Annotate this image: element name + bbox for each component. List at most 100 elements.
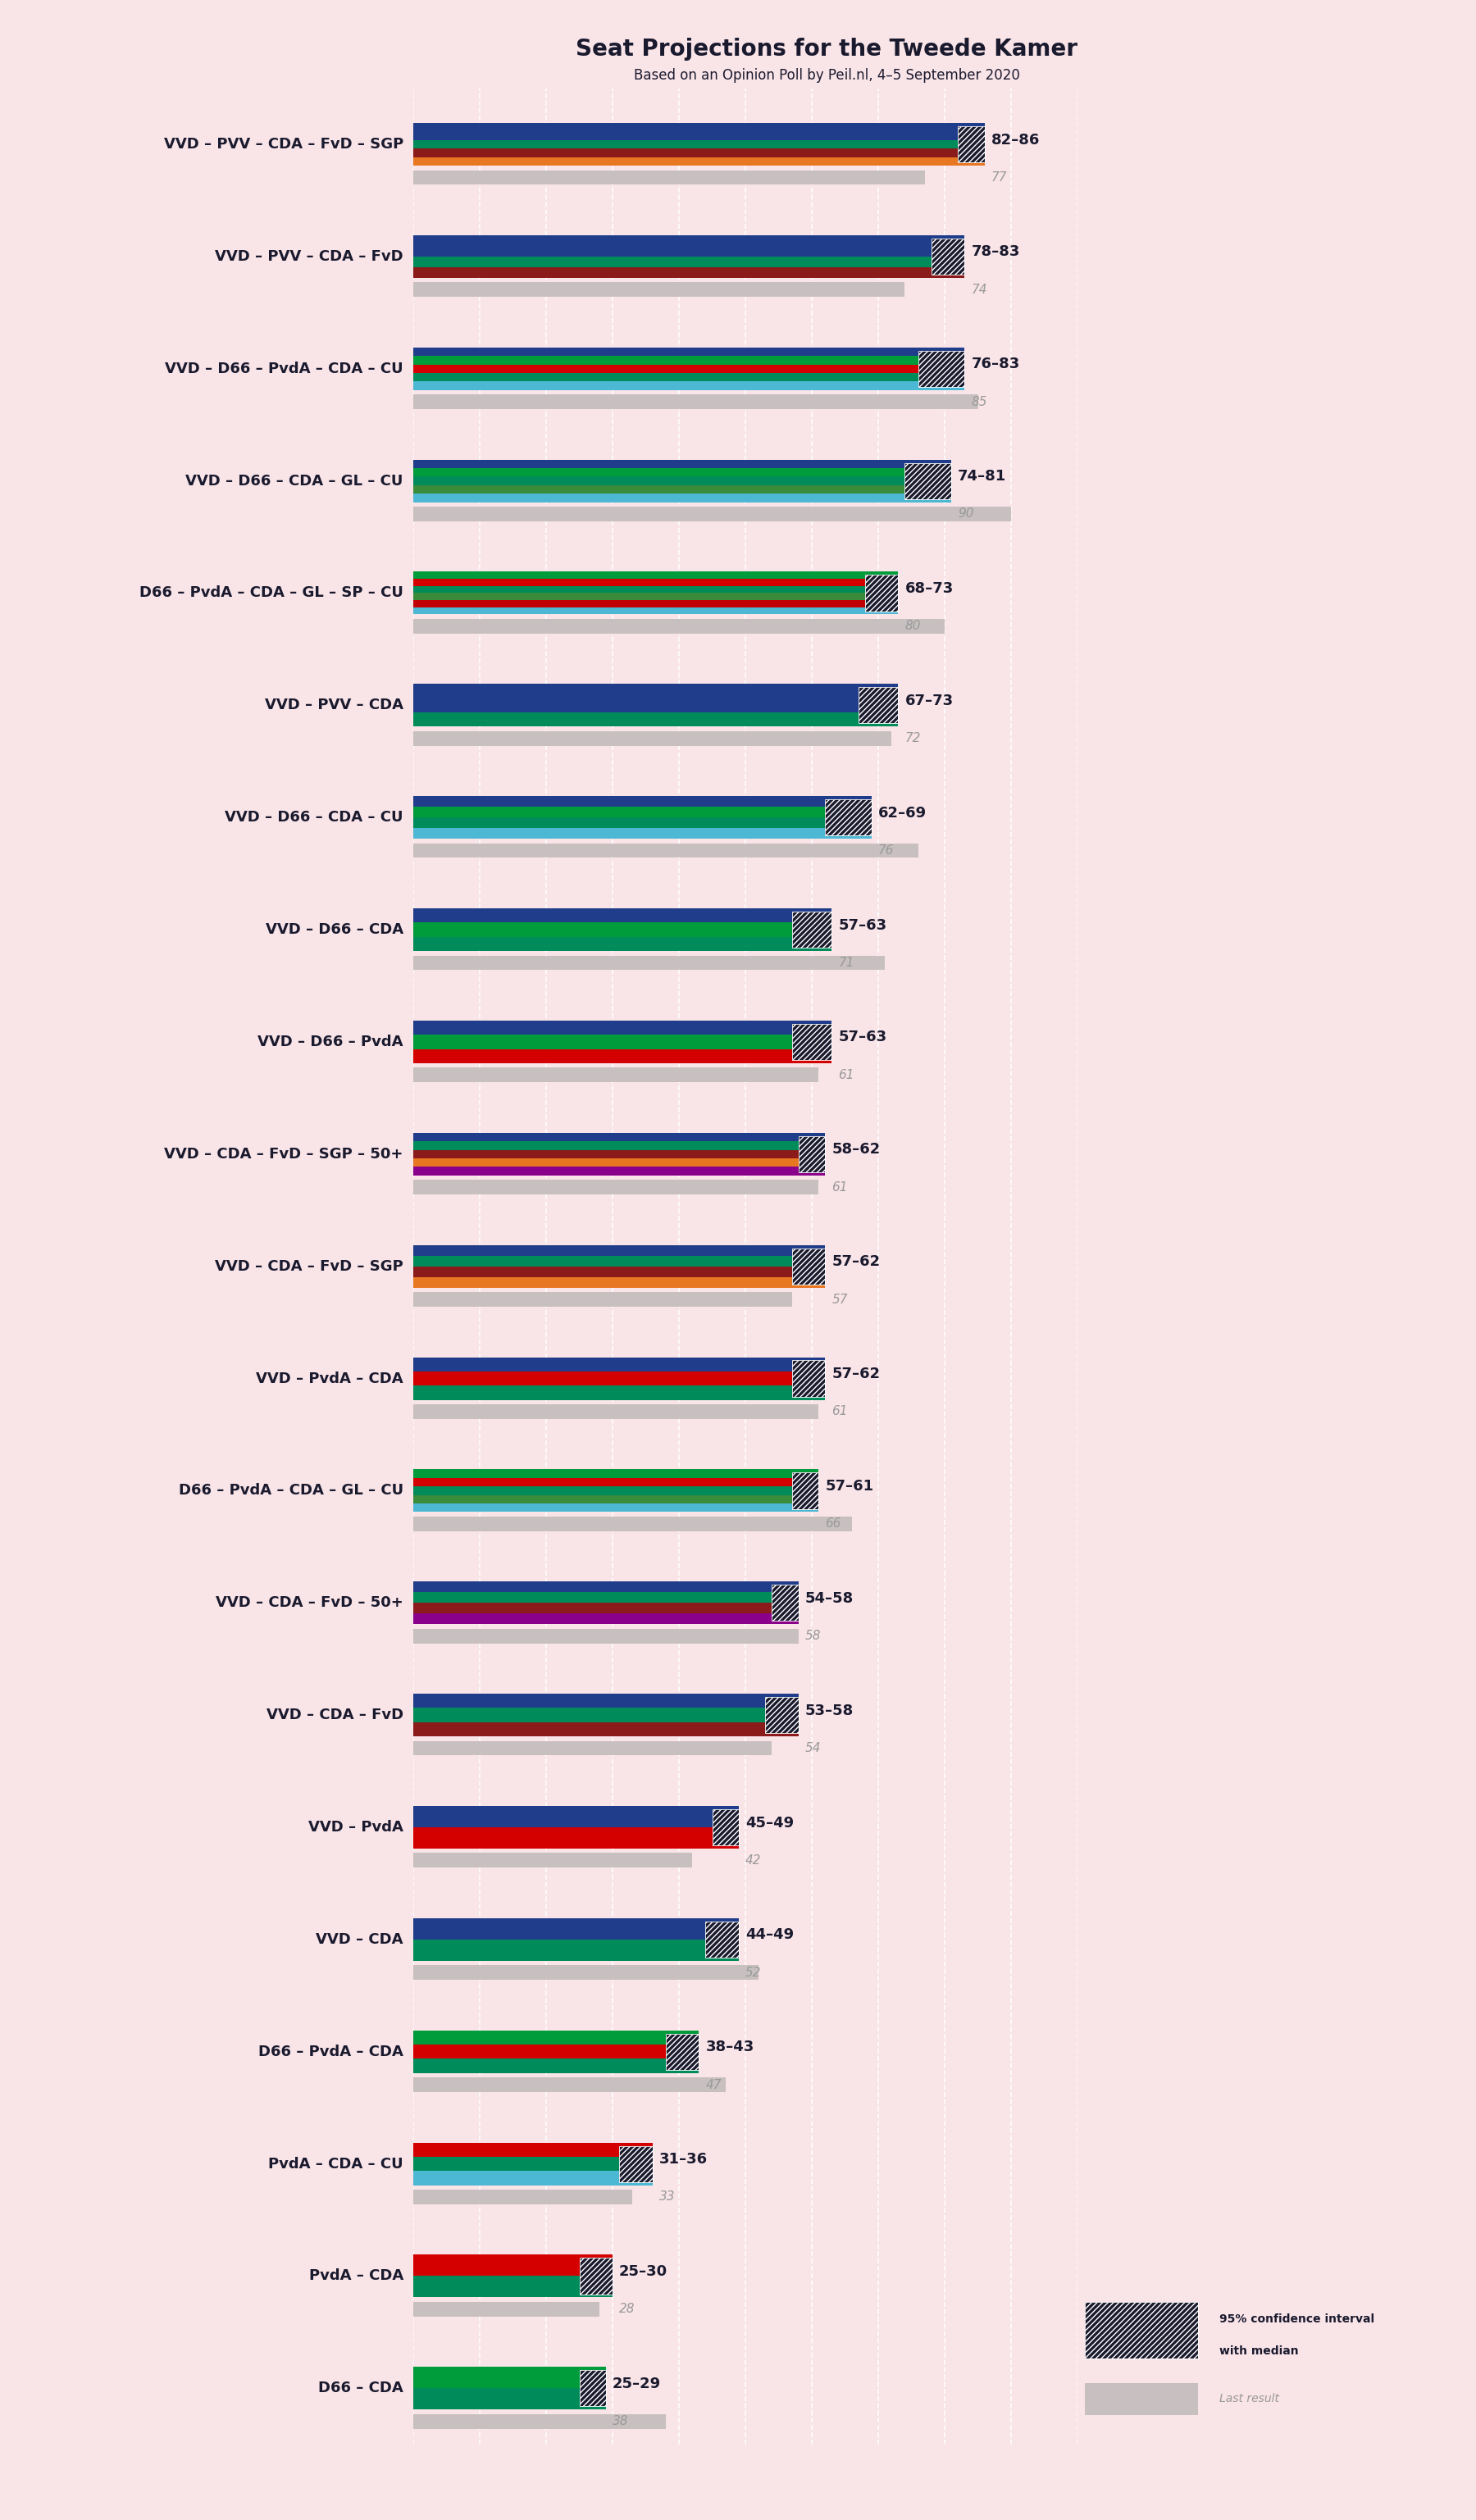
Bar: [413, 1358, 825, 1371]
Bar: [791, 1361, 825, 1396]
Bar: [791, 912, 832, 948]
Text: 71: 71: [838, 958, 855, 970]
Bar: [859, 688, 897, 723]
Text: VVD – CDA – FvD – 50+: VVD – CDA – FvD – 50+: [215, 1595, 403, 1610]
Text: D66 – PvdA – CDA – GL – CU: D66 – PvdA – CDA – GL – CU: [179, 1484, 403, 1497]
Text: 57–61: 57–61: [825, 1479, 874, 1494]
Bar: [413, 1827, 739, 1850]
Bar: [706, 1920, 739, 1958]
Text: VVD – CDA – FvD: VVD – CDA – FvD: [266, 1709, 403, 1724]
Bar: [413, 1142, 825, 1149]
Bar: [413, 1179, 818, 1194]
Text: VVD – D66 – CDA: VVD – D66 – CDA: [266, 922, 403, 937]
Text: 58–62: 58–62: [832, 1142, 880, 1157]
Bar: [413, 2157, 652, 2172]
Text: VVD – PVV – CDA: VVD – PVV – CDA: [264, 698, 403, 713]
Text: 54–58: 54–58: [806, 1590, 853, 1605]
Text: 61: 61: [832, 1182, 847, 1194]
Bar: [413, 355, 965, 365]
Text: VVD – D66 – PvdA: VVD – D66 – PvdA: [258, 1036, 403, 1048]
Bar: [413, 131, 984, 141]
Bar: [413, 247, 965, 257]
Bar: [413, 123, 984, 131]
Bar: [413, 396, 977, 408]
Text: Based on an Opinion Poll by Peil.nl, 4–5 September 2020: Based on an Opinion Poll by Peil.nl, 4–5…: [633, 68, 1020, 83]
Bar: [413, 1159, 825, 1167]
Text: 95% confidence interval: 95% confidence interval: [1219, 2313, 1374, 2326]
Bar: [791, 912, 832, 948]
Bar: [791, 1247, 825, 1285]
Text: VVD – PVV – CDA – FvD – SGP: VVD – PVV – CDA – FvD – SGP: [164, 136, 403, 151]
Bar: [413, 348, 965, 355]
Bar: [772, 1585, 799, 1620]
Bar: [791, 1023, 832, 1061]
Bar: [711, 1809, 738, 1845]
Text: 25–30: 25–30: [620, 2265, 667, 2278]
Bar: [799, 1137, 825, 1172]
Text: 57–63: 57–63: [838, 1031, 887, 1046]
Bar: [620, 2145, 652, 2182]
Bar: [413, 1593, 799, 1603]
Text: 78–83: 78–83: [971, 244, 1020, 260]
Bar: [413, 2255, 613, 2276]
Bar: [413, 2142, 652, 2157]
Bar: [413, 587, 897, 592]
Bar: [413, 844, 918, 857]
Bar: [413, 1021, 832, 1036]
Bar: [413, 806, 871, 816]
Text: 33: 33: [658, 2190, 675, 2202]
Bar: [1085, 2384, 1199, 2414]
Bar: [413, 1149, 825, 1159]
Bar: [1085, 2301, 1199, 2359]
Bar: [413, 1494, 818, 1504]
Text: D66 – PvdA – CDA – GL – SP – CU: D66 – PvdA – CDA – GL – SP – CU: [139, 585, 403, 600]
Bar: [413, 713, 897, 726]
Text: D66 – PvdA – CDA: D66 – PvdA – CDA: [258, 2044, 403, 2059]
Bar: [413, 1265, 825, 1278]
Bar: [799, 1137, 825, 1172]
Bar: [413, 2172, 652, 2185]
Bar: [413, 1036, 832, 1048]
Text: VVD – D66 – CDA – GL – CU: VVD – D66 – CDA – GL – CU: [186, 474, 403, 489]
Text: 66: 66: [825, 1517, 841, 1530]
Text: VVD – PvdA – CDA: VVD – PvdA – CDA: [255, 1371, 403, 1386]
Text: 80: 80: [905, 620, 921, 633]
Text: 62–69: 62–69: [878, 806, 927, 822]
Text: VVD – PvdA: VVD – PvdA: [308, 1819, 403, 1835]
Bar: [413, 1741, 772, 1756]
Bar: [931, 239, 965, 275]
Bar: [413, 2190, 633, 2205]
Bar: [413, 1068, 818, 1081]
Bar: [413, 580, 897, 587]
Bar: [620, 2145, 652, 2182]
Bar: [413, 1134, 825, 1142]
Bar: [413, 507, 1011, 522]
Bar: [413, 572, 897, 580]
Bar: [825, 799, 871, 837]
Bar: [413, 156, 984, 166]
Bar: [413, 1245, 825, 1255]
Bar: [958, 126, 984, 161]
Bar: [413, 257, 965, 267]
Text: PvdA – CDA – CU: PvdA – CDA – CU: [269, 2157, 403, 2172]
Text: 42: 42: [745, 1855, 762, 1867]
Bar: [413, 365, 965, 373]
Bar: [413, 459, 952, 469]
Bar: [413, 2059, 700, 2074]
Bar: [413, 171, 924, 184]
Bar: [413, 373, 965, 381]
Bar: [791, 1472, 818, 1509]
Bar: [413, 1048, 832, 1063]
Bar: [413, 1583, 799, 1593]
Text: 31–36: 31–36: [658, 2152, 707, 2167]
Text: D66 – CDA: D66 – CDA: [319, 2381, 403, 2397]
Bar: [413, 829, 871, 839]
Bar: [413, 149, 984, 156]
Text: 90: 90: [958, 509, 974, 519]
Bar: [413, 141, 984, 149]
Text: VVD – CDA: VVD – CDA: [316, 1933, 403, 1948]
Bar: [413, 592, 897, 600]
Bar: [579, 2371, 605, 2407]
Bar: [413, 1477, 818, 1487]
Bar: [413, 2076, 726, 2092]
